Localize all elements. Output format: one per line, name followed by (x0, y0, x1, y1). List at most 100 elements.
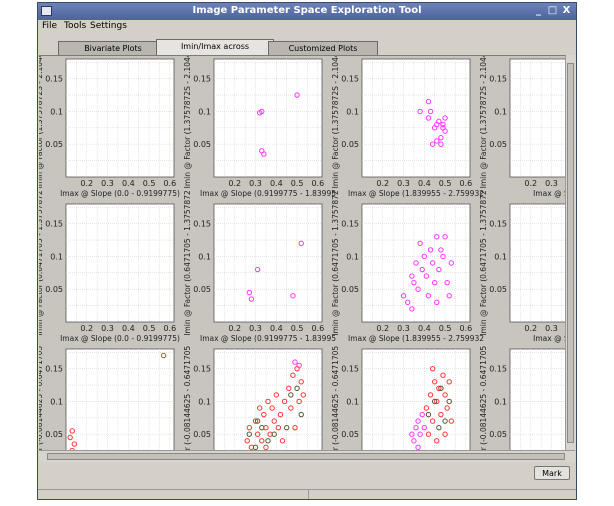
plot-area (361, 348, 471, 451)
tab-customized-plots[interactable]: Customized Plots (268, 41, 378, 55)
vertical-scroll-thumb[interactable] (567, 63, 574, 443)
y-tick-label: 0.1 (346, 397, 359, 406)
data-point-dark (438, 385, 444, 392)
data-point-red (442, 431, 448, 437)
y-tick-label: 0.05 (341, 430, 359, 439)
data-point-dark (271, 431, 277, 437)
x-tick-label: 0.3 (397, 179, 410, 188)
x-tick-label: 0.3 (101, 179, 114, 188)
y-axis-label: Factor (-0.08144625 - 0.6471705 (183, 346, 192, 451)
x-tick-label: 0.5 (291, 324, 304, 333)
y-tick-label: 0.1 (198, 107, 211, 116)
y-tick-label: 0.05 (489, 285, 507, 294)
data-point-red (434, 438, 440, 444)
y-tick-label: 0.1 (494, 107, 507, 116)
x-axis-label: Imax @ Slope (0.9199775 - 1.83995 (200, 189, 336, 198)
y-tick-label: 0.15 (45, 365, 63, 374)
x-tick-label: 0.2 (524, 179, 537, 188)
data-point-red (281, 398, 288, 405)
data-point-magenta (444, 279, 450, 286)
data-point-magenta (404, 299, 411, 306)
x-tick-label: 0.3 (249, 179, 262, 188)
data-point-magenta (400, 293, 407, 299)
y-tick-label: 0.15 (341, 75, 359, 84)
close-icon[interactable]: X (562, 5, 571, 16)
y-tick-label: 0.05 (489, 430, 507, 439)
data-point-magenta (436, 118, 442, 124)
data-point-magenta (417, 431, 423, 437)
minimize-icon[interactable]: _ (536, 5, 541, 16)
data-point-magenta (427, 247, 434, 253)
data-point-magenta (415, 286, 421, 292)
y-tick-label: 0.05 (341, 285, 359, 294)
tab-bivariate-plots[interactable]: Bivariate Plots (58, 41, 168, 55)
x-tick-label: 0.4 (270, 179, 283, 188)
y-tick-label: 0.05 (45, 140, 63, 149)
y-tick-label: 0.1 (494, 252, 507, 261)
plot-area (361, 58, 471, 178)
menu-tools[interactable]: Tools (64, 21, 87, 31)
data-point-dark (288, 392, 294, 398)
y-tick-label: 0.1 (50, 252, 63, 261)
data-point-magenta (423, 273, 430, 279)
y-axis-label: Imin @ Factor (0.6471705 - 1.3757872 (39, 190, 44, 336)
window-menu-icon[interactable] (41, 6, 52, 16)
x-axis-label: Imax @ Slope (1.839955 - 2.759932 (348, 189, 484, 198)
x-axis-label: Imax @ Slope (1.839955 - 2.759932 (348, 334, 484, 343)
y-tick-label: 0.1 (50, 107, 63, 116)
tab-imin-imax[interactable]: Imin/Imax across Factor/Slope (156, 39, 274, 64)
data-point-magenta (442, 234, 448, 240)
data-point-red (265, 398, 271, 405)
data-point-red (423, 405, 430, 411)
menu-settings[interactable]: Settings (90, 21, 127, 31)
x-tick-label: 0.6 (163, 179, 176, 188)
data-point-red (288, 405, 294, 411)
horizontal-scrollbar[interactable] (39, 450, 575, 462)
data-point-magenta (409, 306, 415, 312)
data-point-red (436, 385, 442, 392)
plot-area (213, 203, 323, 323)
data-point-magenta (446, 293, 452, 299)
y-axis-label: Imin @ Factor (1.3757872S - 2.10440 (39, 56, 44, 188)
data-point-magenta (259, 108, 265, 115)
menu-file[interactable]: File (42, 21, 58, 31)
data-point-magenta (296, 362, 302, 369)
data-point-magenta (409, 273, 415, 279)
y-axis-label: Factor (-0.08144625 - 0.6471705 (39, 346, 44, 451)
x-tick-label: 0.6 (311, 179, 324, 188)
data-point-magenta (254, 266, 261, 273)
y-tick-label: 0.15 (193, 75, 211, 84)
data-point-red (438, 411, 444, 418)
x-tick-label: 0.6 (163, 324, 176, 333)
data-point-red (259, 438, 265, 444)
data-point-red (160, 352, 167, 359)
mark-button[interactable]: Mark (534, 466, 570, 480)
data-point-red (286, 385, 292, 392)
data-point-red (444, 405, 450, 411)
y-tick-label: 0.15 (341, 220, 359, 229)
data-point-dark (446, 398, 452, 405)
y-tick-label: 0.1 (494, 397, 507, 406)
data-point-magenta (440, 253, 446, 260)
data-point-red (271, 418, 277, 424)
maximize-icon[interactable]: □ (547, 5, 558, 16)
data-point-red (434, 398, 440, 405)
x-tick-label: 0.5 (291, 179, 304, 188)
data-point-red (290, 372, 296, 378)
data-point-red (446, 379, 452, 385)
window-title: Image Parameter Space Exploration Tool (192, 5, 422, 16)
data-point-dark (431, 398, 438, 405)
data-point-magenta (421, 424, 428, 431)
horizontal-scroll-thumb[interactable] (47, 453, 565, 460)
x-tick-label: 0.5 (143, 324, 156, 333)
title-bar: Image Parameter Space Exploration Tool _… (38, 3, 576, 20)
y-tick-label: 0.1 (346, 107, 359, 116)
data-point-dark (442, 418, 448, 424)
vertical-scrollbar[interactable] (565, 55, 576, 450)
x-tick-label: 0.2 (376, 179, 389, 188)
data-point-red (429, 418, 436, 424)
data-point-red (298, 379, 304, 385)
